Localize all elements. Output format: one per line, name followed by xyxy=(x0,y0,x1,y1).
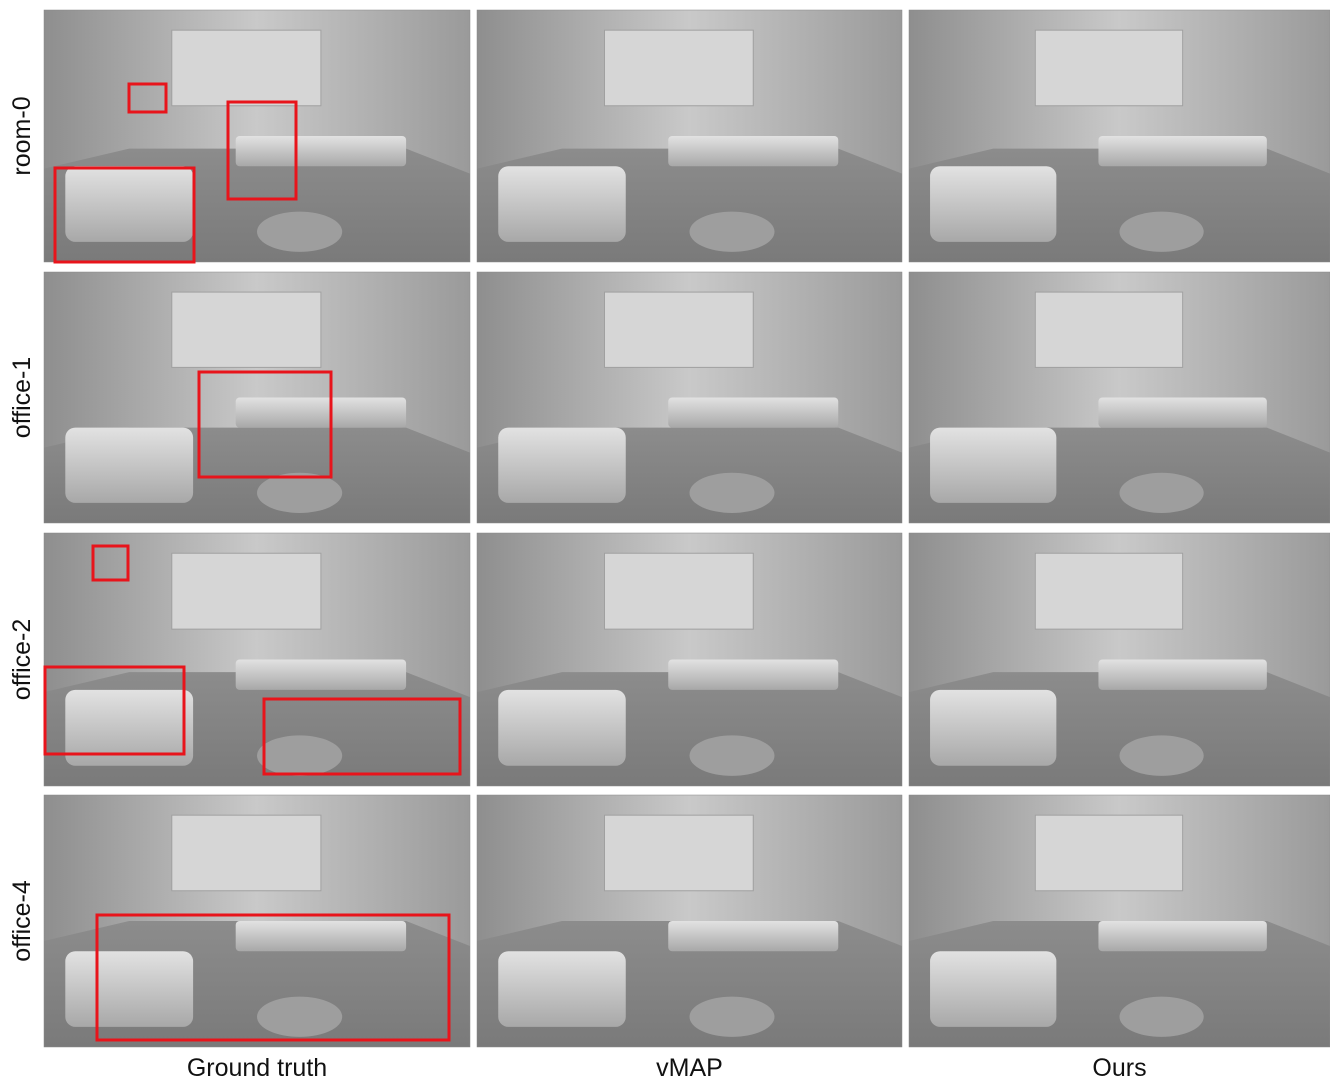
row-label: room-0 xyxy=(8,96,36,175)
scene-panel xyxy=(43,794,471,1048)
column-label: Ours xyxy=(1092,1054,1146,1082)
furniture xyxy=(1098,659,1267,690)
furniture xyxy=(1119,996,1204,1037)
row-label: office-1 xyxy=(8,357,36,439)
furniture xyxy=(65,689,194,766)
furniture xyxy=(930,166,1057,242)
furniture xyxy=(498,166,626,242)
furniture xyxy=(689,211,775,252)
furniture xyxy=(257,472,343,513)
furniture xyxy=(930,427,1057,503)
panel-border xyxy=(43,271,471,524)
panel-border xyxy=(908,271,1330,524)
scene-panel xyxy=(43,9,471,263)
panel-border xyxy=(476,271,903,524)
furniture xyxy=(257,996,343,1037)
highlight-box xyxy=(43,665,186,756)
row-label: office-2 xyxy=(8,619,36,701)
scene-panel xyxy=(476,532,903,787)
furniture xyxy=(257,735,343,776)
highlight-box xyxy=(197,370,333,479)
window xyxy=(171,291,322,368)
furniture xyxy=(65,427,194,503)
window xyxy=(604,291,754,368)
furniture xyxy=(1119,472,1204,513)
panel-border xyxy=(43,794,471,1048)
furniture xyxy=(235,397,407,428)
furniture xyxy=(65,166,194,242)
scene-panel xyxy=(476,794,903,1048)
scene-panel xyxy=(43,271,471,524)
panel-border xyxy=(908,9,1330,263)
furniture xyxy=(498,951,626,1027)
panel-border xyxy=(476,9,903,263)
window xyxy=(604,814,754,892)
furniture xyxy=(1098,397,1267,428)
furniture xyxy=(689,472,775,513)
scene-panel xyxy=(908,794,1330,1048)
furniture xyxy=(65,951,194,1027)
furniture xyxy=(257,211,343,252)
panel-border xyxy=(476,532,903,787)
furniture xyxy=(689,735,775,776)
highlight-boxes xyxy=(43,82,462,1042)
furniture xyxy=(1098,136,1267,167)
furniture xyxy=(1119,211,1204,252)
furniture xyxy=(668,136,839,167)
furniture xyxy=(1098,921,1267,952)
column-label: Ground truth xyxy=(187,1054,327,1082)
highlight-box xyxy=(91,544,130,582)
furniture xyxy=(1119,735,1204,776)
furniture xyxy=(235,136,407,167)
highlight-box xyxy=(95,913,451,1042)
window xyxy=(171,552,322,630)
row-label: office-4 xyxy=(8,880,36,962)
scene-panel xyxy=(43,532,471,787)
scene-panel xyxy=(476,271,903,524)
furniture xyxy=(930,689,1057,766)
furniture xyxy=(235,659,407,690)
panel-border xyxy=(43,532,471,787)
window xyxy=(1034,29,1184,107)
window xyxy=(171,29,322,107)
highlight-box xyxy=(127,82,168,114)
furniture xyxy=(930,951,1057,1027)
panel-border xyxy=(43,9,471,263)
column-label: vMAP xyxy=(656,1054,723,1082)
scene-panel xyxy=(908,9,1330,263)
window xyxy=(1034,814,1184,892)
furniture xyxy=(689,996,775,1037)
panel-border xyxy=(908,794,1330,1048)
panel-border xyxy=(908,532,1330,787)
window xyxy=(604,29,754,107)
scene-panel xyxy=(908,271,1330,524)
furniture xyxy=(498,689,626,766)
furniture xyxy=(668,659,839,690)
scene-panel xyxy=(476,9,903,263)
furniture xyxy=(668,921,839,952)
labels: Ground truth vMAP Ours room-0 office-1 office… xyxy=(8,96,1147,1082)
furniture xyxy=(668,397,839,428)
scene-panel xyxy=(908,532,1330,787)
window xyxy=(1034,552,1184,630)
highlight-box xyxy=(262,697,462,776)
window xyxy=(171,814,322,892)
furniture xyxy=(498,427,626,503)
panel-border xyxy=(476,794,903,1048)
window xyxy=(604,552,754,630)
highlight-box xyxy=(53,166,196,264)
window xyxy=(1034,291,1184,368)
furniture xyxy=(235,921,407,952)
panel-grid xyxy=(43,9,1330,1048)
highlight-box xyxy=(226,100,298,201)
